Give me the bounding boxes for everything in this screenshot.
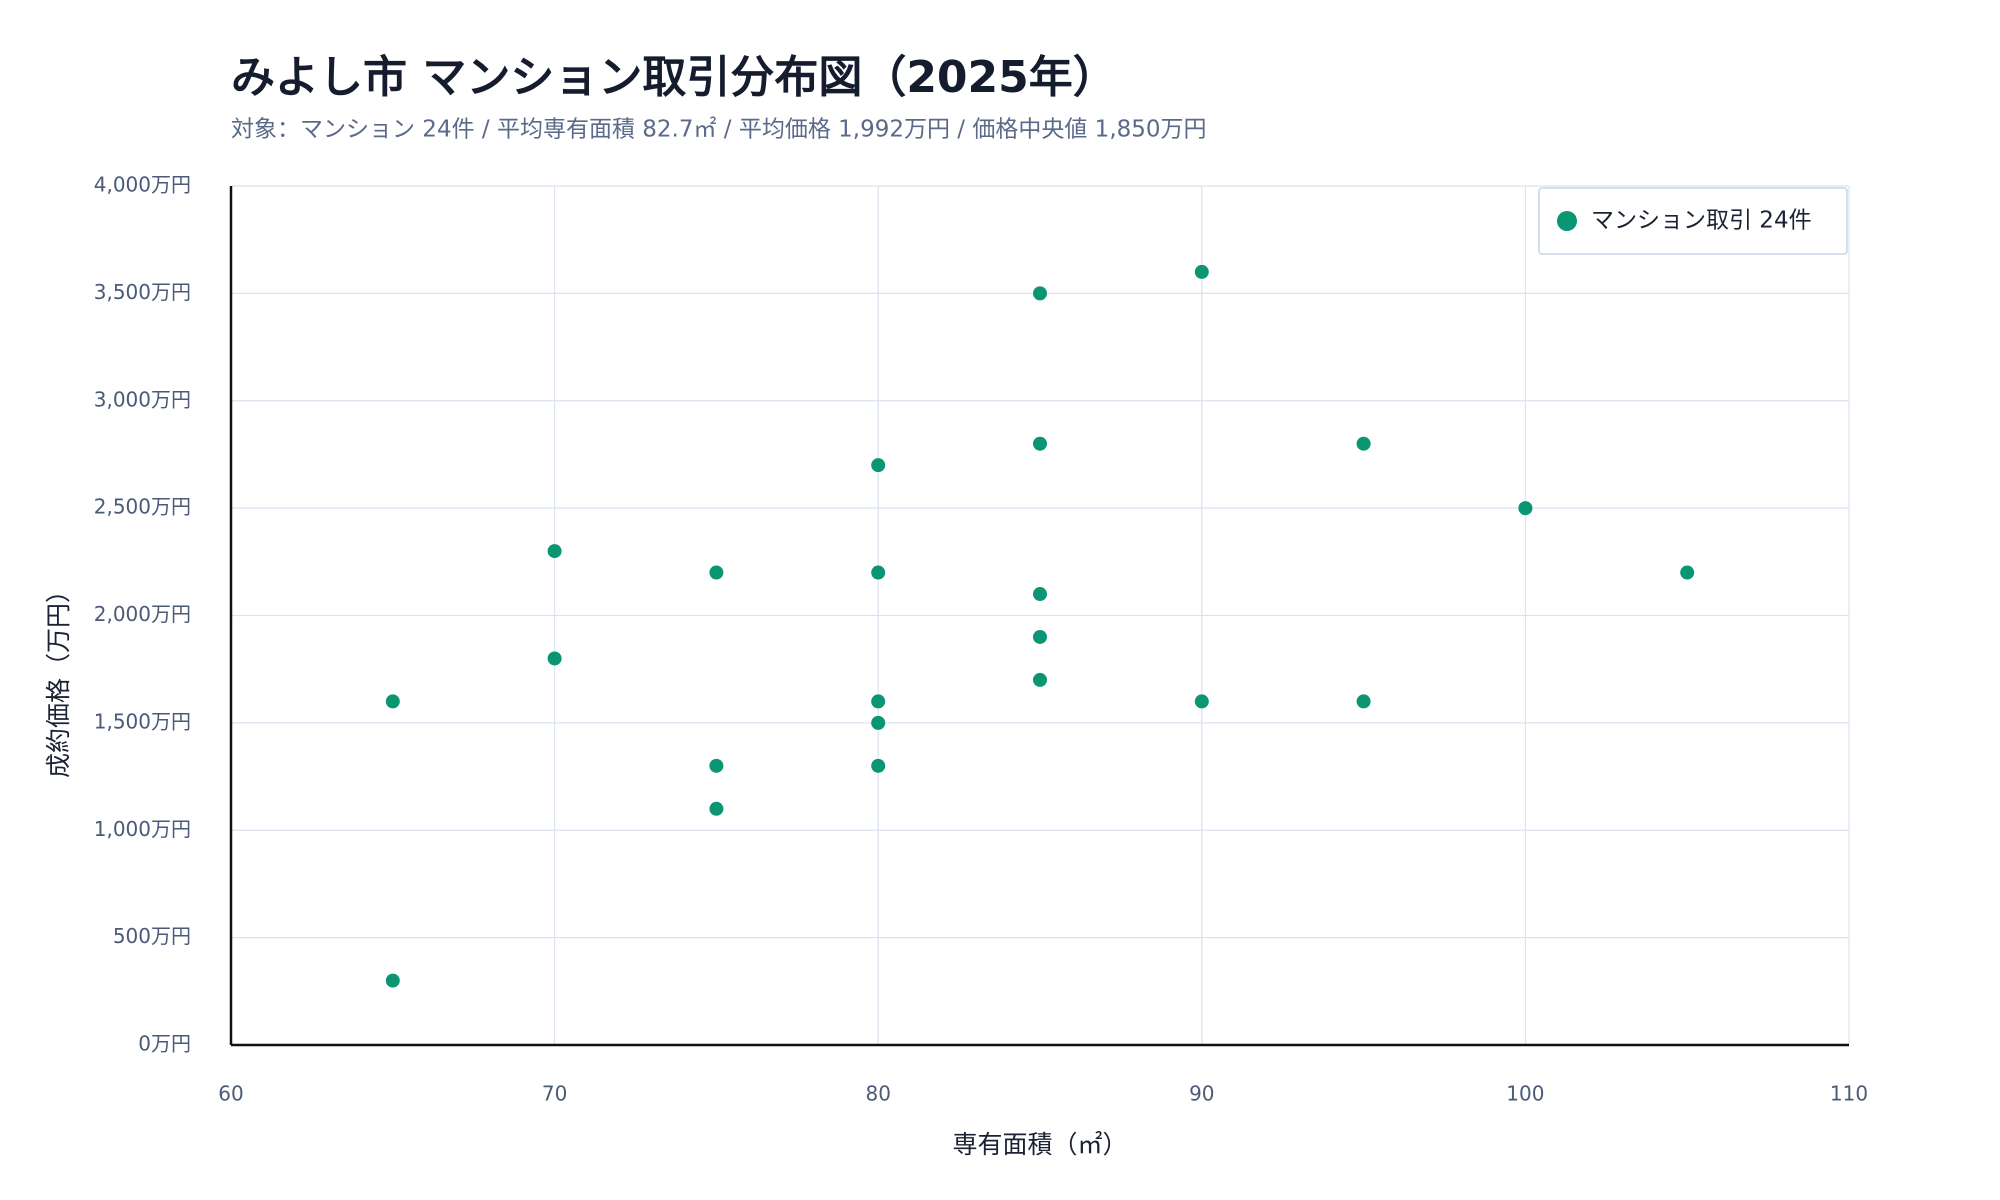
point (709, 565, 724, 580)
y-tick-label: 1,500万円 (94, 709, 191, 733)
x-axis-label: 専有面積（㎡） (952, 1130, 1127, 1159)
y-tick-label: 500万円 (113, 924, 191, 948)
y-tick-label: 0万円 (138, 1032, 191, 1056)
chart-subtitle: 対象：マンション 24件 / 平均専有面積 82.7㎡ / 平均価格 1,992… (231, 117, 1207, 143)
point (709, 758, 724, 773)
y-tick-label: 2,000万円 (94, 602, 191, 626)
point (709, 801, 724, 816)
x-tick-label: 110 (1830, 1082, 1868, 1106)
y-tick-label: 3,500万円 (94, 280, 191, 304)
point (1518, 501, 1533, 516)
point (871, 758, 886, 773)
point (385, 694, 400, 709)
point (1033, 672, 1047, 687)
point (1033, 587, 1047, 602)
legend-label: マンション取引 24件 (1591, 208, 1812, 234)
y-tick-label: 1,000万円 (94, 817, 191, 841)
point (385, 973, 400, 988)
point (547, 544, 562, 559)
legend-marker (1557, 211, 1577, 231)
chart-title: みよし市 マンション取引分布図（2025年） (231, 52, 1117, 103)
point (871, 715, 886, 730)
point (871, 458, 886, 473)
y-tick-label: 3,000万円 (94, 387, 191, 411)
point (1033, 286, 1047, 301)
y-axis-label: 成約価格（万円） (44, 578, 73, 778)
point (1033, 629, 1047, 644)
x-tick-label: 100 (1506, 1082, 1544, 1106)
x-tick-label: 60 (218, 1082, 243, 1106)
point (547, 651, 562, 666)
x-tick-label: 80 (865, 1082, 890, 1106)
point (871, 694, 886, 709)
point (1680, 565, 1695, 580)
point (1194, 264, 1209, 279)
point (1356, 694, 1371, 709)
x-tick-label: 70 (542, 1082, 567, 1106)
point (1033, 436, 1047, 451)
point (1194, 694, 1209, 709)
legend-box (1538, 187, 1848, 255)
y-tick-label: 2,500万円 (94, 495, 191, 519)
x-tick-label: 90 (1189, 1082, 1214, 1106)
y-tick-label: 4,000万円 (94, 173, 191, 197)
point (1356, 436, 1371, 451)
point (871, 565, 886, 580)
